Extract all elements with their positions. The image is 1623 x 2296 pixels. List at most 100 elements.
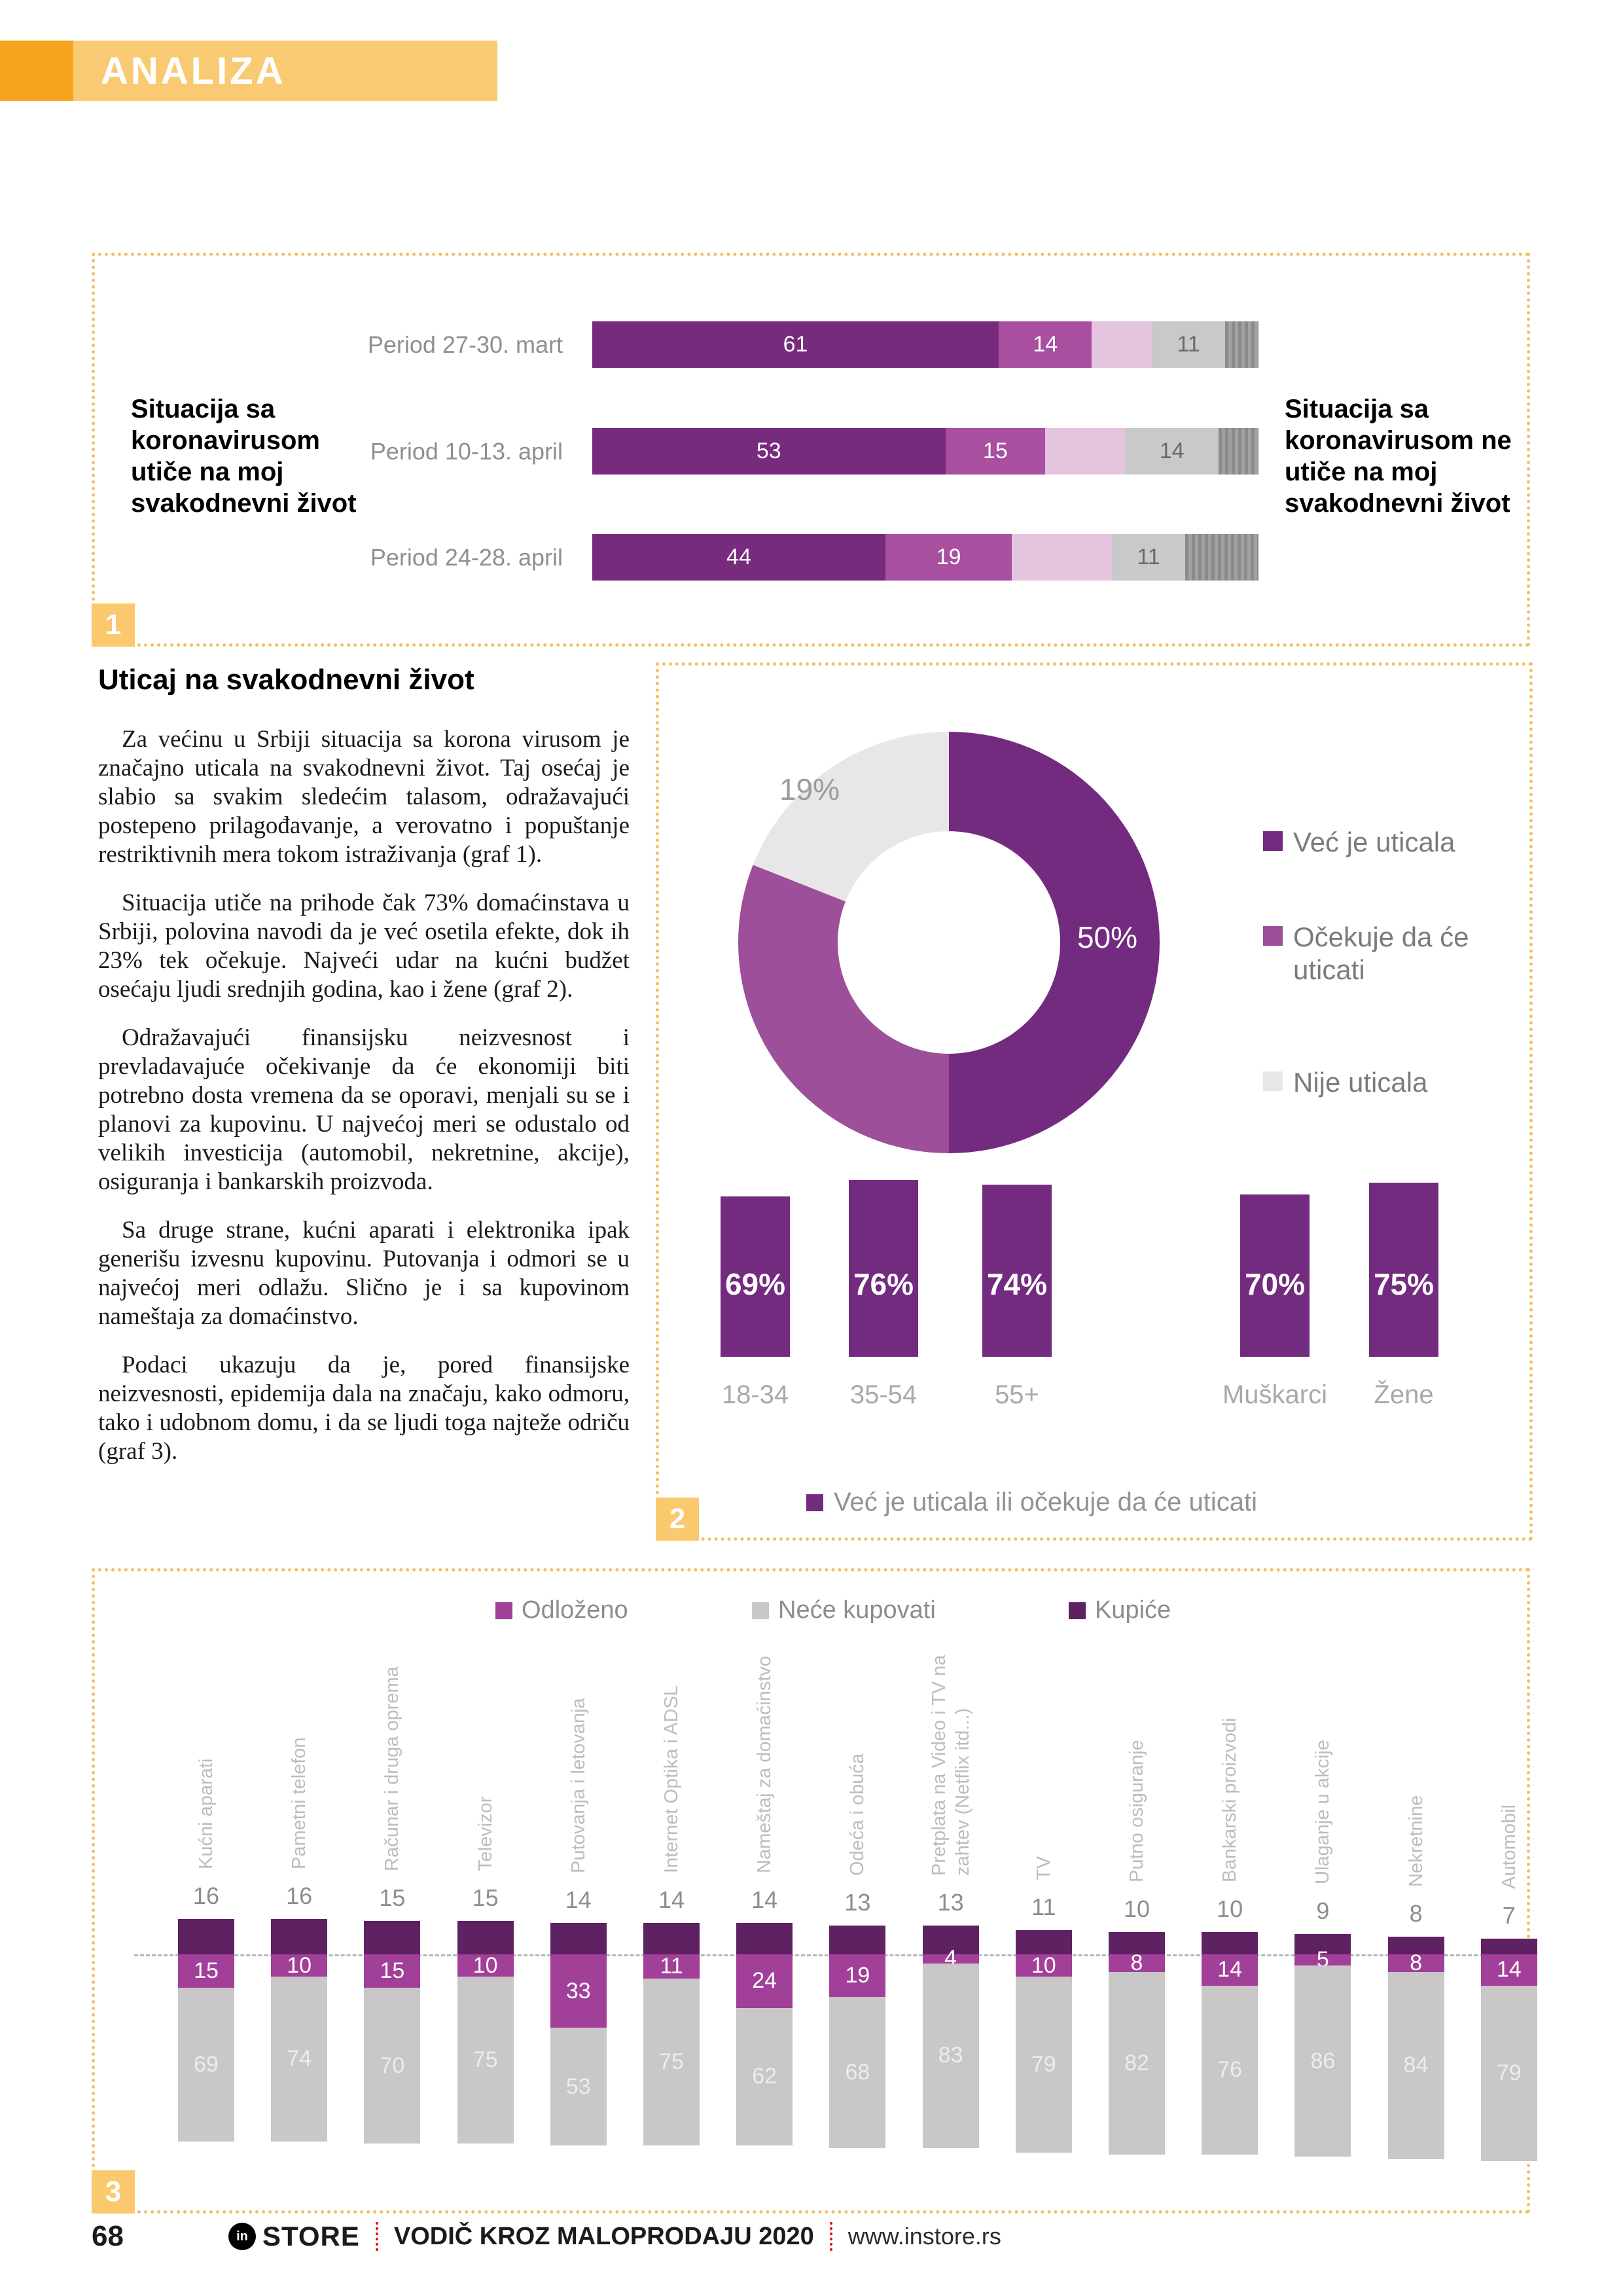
chart3-top-value: 11 (1031, 1893, 1056, 1920)
header-accent-bar (0, 41, 73, 101)
legend-swatch (495, 1602, 512, 1619)
chart3-postponed-segment: 24 (736, 1954, 793, 2008)
chart1-bar-segment (1185, 534, 1258, 581)
legend-swatch (1263, 1071, 1283, 1091)
chart1-period-label: Period 24-28. april (370, 543, 563, 571)
chart3-category-label: Nekretnine (1405, 1795, 1427, 1887)
footer-separator (375, 2222, 378, 2251)
donut-legend-item: Nije uticala (1263, 1066, 1525, 1099)
page-footer: 68 in STORE VODIČ KROZ MALOPRODAJU 2020 … (92, 2220, 1001, 2253)
chart3-wontbuy-segment: 68 (829, 1996, 886, 2148)
chart1-segment-value: 14 (1033, 332, 1058, 357)
chart3-top-value: 7 (1502, 1902, 1516, 1929)
article-paragraph: Odražavajući finansijsku neizvesnost i p… (98, 1024, 630, 1195)
chart3-top-value: 10 (1217, 1895, 1243, 1922)
guide-title: VODIČ KROZ MALOPRODAJU 2020 (393, 2222, 814, 2250)
chart3-buy-segment (1202, 1932, 1258, 1954)
header-banner: ANALIZA (73, 41, 497, 101)
chart2-category-label: 55+ (995, 1380, 1039, 1409)
chart1-stacked-bar: 44 19 11 (592, 534, 1258, 581)
chart3-category-label: TV (1033, 1856, 1054, 1880)
chart3-buy-segment (457, 1921, 514, 1954)
chart1-left-title: Situacija sa koronavirusom utiče na moj … (131, 395, 357, 518)
chart3-top-value: 14 (658, 1886, 685, 1914)
chart3-category-label: Kućni aparati (196, 1758, 217, 1869)
instore-logo: in (228, 2223, 256, 2250)
chart1-bar-segment (1092, 321, 1152, 368)
chart1-segment-value: 11 (1177, 332, 1200, 357)
legend-label: Očekuje da će uticati (1293, 922, 1469, 985)
chart3-buy-segment (829, 1925, 886, 1954)
legend-swatch (1069, 1602, 1086, 1619)
panel-badge-1: 1 (92, 603, 135, 647)
chart1-bar-segment: 11 (1152, 321, 1226, 368)
chart3-buy-segment (1387, 1936, 1444, 1954)
chart3-category-label: Pametni telefon (289, 1737, 310, 1869)
chart1-bar-segment: 19 (885, 534, 1012, 581)
chart1-right-title: Situacija sa koronavirusom ne utiče na m… (1285, 395, 1512, 518)
chart1-segment-value: 44 (726, 545, 751, 569)
chart2-category-label: Žene (1374, 1380, 1434, 1409)
chart1-period-label: Period 27-30. mart (367, 331, 563, 358)
chart3-wontbuy-segment: 76 (1202, 1985, 1258, 2155)
chart1-bar-segment (1045, 428, 1126, 475)
article-paragraph: Sa druge strane, kućni aparati i elektro… (98, 1217, 630, 1330)
chart3-top-value: 9 (1316, 1897, 1330, 1925)
chart1-bar-segment: 44 (592, 534, 885, 581)
legend-label: Već je uticala (1293, 827, 1455, 857)
chart3-top-value: 16 (192, 1882, 220, 1909)
chart1-bar-segment (1012, 534, 1112, 581)
legend-swatch (752, 1602, 769, 1619)
chart3-top-value: 10 (1123, 1895, 1150, 1922)
chart1-row: Period 10-13. april 53 15 14 (95, 428, 1527, 475)
article-body: Za većinu u Srbiji situacija sa korona v… (98, 725, 630, 1486)
chart2-category-label: Muškarci (1222, 1380, 1328, 1409)
chart3-category-label: Internet Optika i ADSL (661, 1685, 682, 1874)
donut-value-vec-je-uticala: 50% (1077, 920, 1138, 954)
chart2-legend: Već je uticala ili očekuje da će uticati (806, 1488, 1257, 1517)
chart1-bar-segment (1225, 321, 1258, 368)
article-paragraph: Situacija utiče na prihode čak 73% domać… (98, 889, 630, 1003)
chart3-legend-item: Kupiće (1069, 1596, 1171, 1624)
footer-separator (829, 2222, 832, 2251)
chart3-wontbuy-segment: 75 (643, 1979, 700, 2146)
chart1-segment-value: 11 (1137, 545, 1160, 569)
donut-chart (738, 732, 1160, 1153)
chart3-category-label: Bankarski proizvodi (1219, 1717, 1241, 1882)
chart3-postponed-segment: 19 (829, 1954, 886, 1997)
chart3-wontbuy-segment: 79 (1015, 1977, 1072, 2153)
chart1-stacked-bar: 53 15 14 (592, 428, 1258, 475)
legend-label: Neće kupovati (778, 1596, 936, 1624)
chart3-postponed-segment: 10 (1015, 1953, 1072, 1978)
chart1-segment-value: 19 (936, 545, 961, 569)
chart3-legend-item: Odloženo (495, 1596, 628, 1624)
chart3-wontbuy-segment: 74 (271, 1977, 328, 2142)
chart1-row: Period 27-30. mart 61 14 11 (95, 321, 1527, 368)
chart3-wontbuy-segment: 53 (550, 2028, 607, 2146)
chart1-segment-value: 61 (783, 332, 808, 357)
chart3-buy-segment (364, 1921, 421, 1954)
chart2-bar (982, 1185, 1052, 1357)
chart1-stacked-bar: 61 14 11 (592, 321, 1258, 368)
legend-label: Odloženo (522, 1596, 628, 1624)
chart1-bar-segment (1218, 428, 1258, 475)
chart3-postponed-segment: 15 (364, 1954, 421, 1988)
chart3-wontbuy-segment: 83 (922, 1963, 979, 2148)
chart3-category-label: Računar i druga oprema (382, 1666, 403, 1871)
chart1-bar-segment: 14 (1125, 428, 1219, 475)
chart3-category-label: Putovanja i letovanja (567, 1698, 589, 1874)
chart3-wontbuy-segment: 79 (1480, 1985, 1537, 2162)
chart1-bar-segment: 11 (1112, 534, 1185, 581)
legend-swatch (806, 1494, 823, 1511)
chart1-period-label: Period 10-13. april (370, 437, 563, 465)
chart3-buy-segment (1480, 1939, 1537, 1954)
donut-legend-item: Očekuje da će uticati (1263, 921, 1525, 986)
chart3-buy-segment (736, 1923, 793, 1954)
chart3-buy-segment (1109, 1932, 1165, 1954)
chart3-postponed-segment: 15 (178, 1954, 234, 1988)
chart2-bar (1369, 1182, 1438, 1357)
chart3-wontbuy-segment: 82 (1109, 1972, 1165, 2155)
chart3-buy-segment (178, 1918, 234, 1954)
chart3-wontbuy-segment: 69 (178, 1988, 234, 2142)
chart3-wontbuy-segment: 86 (1294, 1965, 1351, 2157)
